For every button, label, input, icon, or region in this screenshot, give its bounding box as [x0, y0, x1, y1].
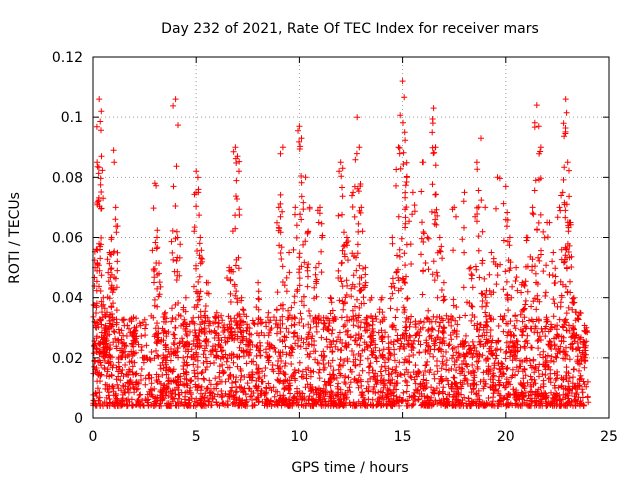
x-tick-label: 25	[600, 429, 618, 445]
data-points	[90, 78, 592, 409]
y-tick-label: 0.12	[52, 50, 83, 66]
y-tick-label: 0	[74, 411, 83, 427]
y-tick-label: 0.04	[52, 291, 83, 307]
x-tick-label: 10	[290, 429, 308, 445]
y-tick-label: 0.1	[61, 110, 83, 126]
x-axis-label: GPS time / hours	[291, 460, 408, 476]
axis-ticks	[92, 56, 610, 419]
y-tick-labels: 0 0.02 0.04 0.06 0.08 0.1 0.12	[52, 50, 83, 427]
y-tick-label: 0.08	[52, 170, 83, 186]
x-tick-label: 0	[89, 429, 98, 445]
x-tick-label: 5	[192, 429, 201, 445]
x-tick-label: 20	[497, 429, 515, 445]
y-axis-label: ROTI / TECUs	[7, 192, 23, 284]
x-tick-labels: 0 5 10 15 20 25	[89, 429, 618, 445]
chart-title: Day 232 of 2021, Rate Of TEC Index for r…	[161, 21, 539, 37]
x-tick-label: 15	[394, 429, 412, 445]
y-tick-label: 0.02	[52, 351, 83, 367]
scatter-points	[90, 78, 592, 409]
y-tick-label: 0.06	[52, 231, 83, 247]
